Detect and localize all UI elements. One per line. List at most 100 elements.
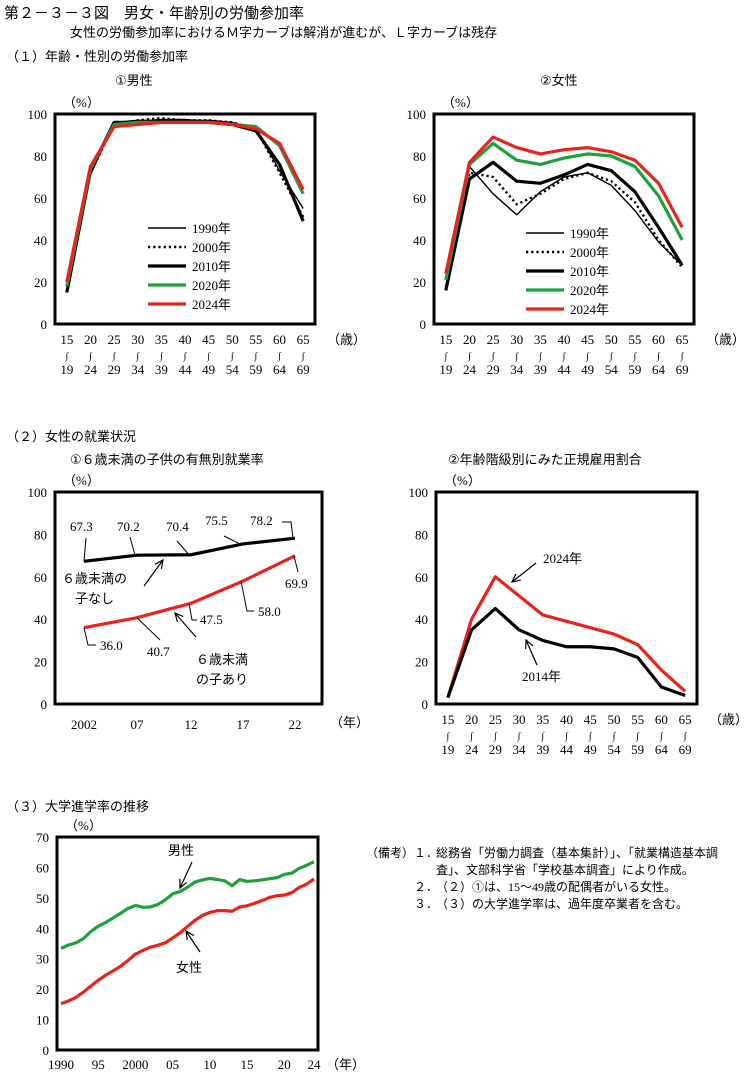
university-arrow-female-shaft: [185, 930, 201, 953]
male-xtick-label-top: 60: [273, 332, 286, 347]
female-xlabel: （歳）: [706, 332, 745, 347]
regular-xtick-label-top: 15: [441, 712, 454, 727]
university-ytick-label: 20: [36, 982, 49, 997]
university-xtick-label: 2000: [122, 1057, 148, 1072]
male-xtick-label-bottom: 59: [249, 362, 262, 377]
male-legend-label: 1990年: [192, 221, 231, 236]
university-ytick-label: 50: [36, 891, 49, 906]
male-xtick-label-top: 30: [131, 332, 144, 347]
university-ytick-label: 60: [36, 860, 49, 875]
regular-chart: 020406080100（%）15∫1920∫2425∫2930∫3435∫39…: [409, 473, 748, 757]
female-xtick-label-bottom: 39: [534, 362, 547, 377]
male-xtick-tilde: ∫: [159, 351, 164, 362]
university-xtick-label: 1990: [48, 1057, 74, 1072]
male-xtick-label-bottom: 19: [60, 362, 73, 377]
regular-xtick-tilde: ∫: [517, 731, 522, 742]
section-1-heading: （１）年齢・性別の労働参加率: [6, 50, 189, 65]
university-annotation-female: 女性: [176, 960, 202, 975]
male-xtick-label-bottom: 29: [108, 362, 121, 377]
regular-arrow-2024: [510, 562, 537, 583]
children-ytick-label: 100: [28, 485, 48, 500]
regular-arrow-2014: [525, 638, 538, 666]
children-data-label-child: 58.0: [258, 604, 281, 619]
female-xtick-label-bottom: 59: [628, 362, 641, 377]
male-xtick-tilde: ∫: [254, 351, 259, 362]
male-ytick-label: 40: [34, 233, 47, 248]
section-3-heading: （３）大学進学率の推移: [6, 800, 150, 815]
children-leader: [240, 580, 254, 612]
male-xtick-label-bottom: 24: [84, 362, 98, 377]
male-xtick-label-top: 55: [249, 332, 262, 347]
male-xtick-tilde: ∫: [183, 351, 188, 362]
female-xtick-label-bottom: 54: [605, 362, 619, 377]
male-xtick-tilde: ∫: [112, 351, 117, 362]
university-ytick-label: 10: [36, 1013, 49, 1028]
university-arrow-male-head: [179, 878, 188, 890]
university-arrow-female-head: [185, 929, 195, 940]
male-xtick-tilde: ∫: [64, 351, 69, 362]
female-ylabel: （%）: [442, 95, 479, 110]
chart-female-title: ②女性: [540, 74, 578, 89]
regular-xtick-label-bottom: 19: [441, 742, 454, 757]
children-ytick-label: 60: [34, 570, 47, 585]
children-data-label-no-child: 75.5: [205, 513, 228, 528]
regular-xtick-label-top: 25: [489, 712, 502, 727]
regular-ylabel: （%）: [444, 473, 481, 488]
male-xtick-tilde: ∫: [277, 351, 282, 362]
children-xlabel: （年）: [330, 715, 369, 730]
female-legend-label: 2020年: [570, 283, 609, 298]
regular-xtick-label-bottom: 24: [465, 742, 479, 757]
section-2-heading: （２）女性の就業状況: [6, 430, 137, 445]
regular-xtick-tilde: ∫: [493, 731, 498, 742]
regular-ytick-label: 100: [409, 485, 429, 500]
children-data-label-child: 36.0: [100, 638, 123, 653]
male-xtick-tilde: ∫: [88, 351, 93, 362]
notes: （備考） １． 総務省「労働力調査（基本集計）」、「就業構造基本調査」、文部科学…: [366, 845, 746, 913]
male-xtick-label-bottom: 54: [226, 362, 240, 377]
regular-ytick-label: 40: [415, 612, 428, 627]
male-ylabel: （%）: [63, 95, 100, 110]
male-chart: 020406080100（%）15∫1920∫2425∫2930∫3435∫39…: [28, 95, 367, 377]
female-xtick-tilde: ∫: [656, 351, 661, 362]
regular-xtick-label-bottom: 69: [679, 742, 692, 757]
male-xtick-tilde: ∫: [206, 351, 211, 362]
children-xtick-label: 12: [185, 717, 198, 732]
female-xtick-label-top: 60: [652, 332, 665, 347]
male-xtick-label-top: 20: [84, 332, 97, 347]
regular-xtick-label-top: 65: [679, 712, 692, 727]
male-xtick-label-top: 15: [60, 332, 73, 347]
regular-xtick-label-bottom: 44: [560, 742, 574, 757]
female-series-1990年: [445, 165, 683, 287]
children-series-６歳未満の子あり: [83, 554, 296, 630]
female-xtick-label-bottom: 64: [652, 362, 666, 377]
children-ytick-label: 40: [34, 612, 47, 627]
female-xtick-tilde: ∫: [585, 351, 590, 362]
regular-xtick-tilde: ∫: [659, 731, 664, 742]
university-xtick-label: 20: [278, 1057, 291, 1072]
regular-xtick-label-top: 50: [607, 712, 620, 727]
female-legend: 1990年 2000年 2010年 2020年 2024年: [526, 226, 609, 317]
note-2-text: （２）①は、15～49歳の配偶者がいる女性。: [436, 880, 677, 894]
children-annotation-child: ６歳未満: [196, 652, 248, 667]
university-chart: 0 10 20 30 40 50 60 70 （%） 1990 95 2000 05 10 15 20 24 （年…: [36, 818, 365, 1072]
regular-xtick-label-top: 40: [560, 712, 573, 727]
children-data-label-child: 40.7: [147, 644, 170, 659]
regular-xtick-tilde: ∫: [612, 731, 617, 742]
male-xtick-tilde: ∫: [301, 351, 306, 362]
university-xlabel: （年）: [326, 1057, 365, 1072]
children-ylabel: （%）: [63, 473, 100, 488]
female-xtick-label-top: 20: [463, 332, 476, 347]
children-data-label-no-child: 70.4: [166, 519, 189, 534]
regular-xtick-label-top: 55: [631, 712, 644, 727]
regular-plot-frame: [434, 490, 699, 706]
female-xtick-label-top: 25: [487, 332, 500, 347]
male-xtick-label-bottom: 34: [131, 362, 145, 377]
female-legend-label: 1990年: [570, 226, 609, 241]
university-plot-frame: [55, 835, 320, 1052]
university-xtick-label: 95: [92, 1057, 105, 1072]
children-arrow-no-child-head: [154, 558, 164, 569]
university-xtick-label: 24: [308, 1057, 322, 1072]
regular-xtick-tilde: ∫: [564, 731, 569, 742]
female-legend-label: 2010年: [570, 264, 609, 279]
regular-xtick-label-top: 30: [513, 712, 526, 727]
